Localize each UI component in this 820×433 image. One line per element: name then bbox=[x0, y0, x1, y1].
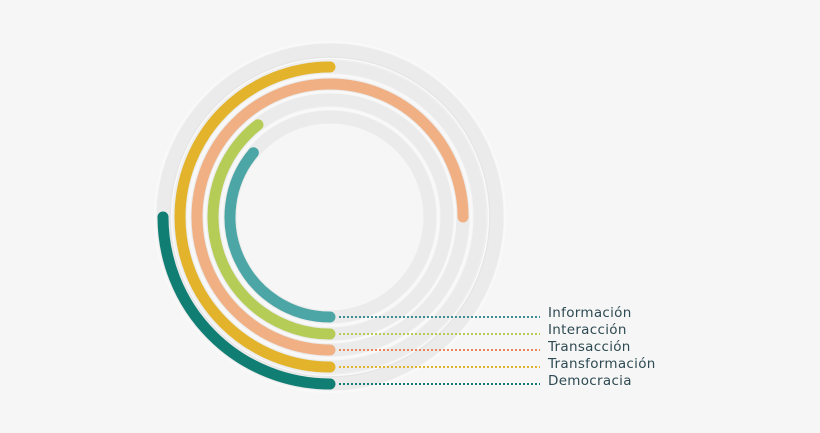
ring-separator bbox=[153, 40, 507, 394]
ring-separator bbox=[203, 90, 457, 344]
legend-label-interaccion: Interacción bbox=[548, 322, 627, 338]
arc-4 bbox=[157, 211, 336, 390]
ring-separator bbox=[187, 74, 473, 360]
ring-separator bbox=[220, 107, 440, 327]
legend-label-informacion: Información bbox=[548, 305, 632, 321]
legend-label-transformacion: Transformación bbox=[548, 356, 656, 372]
arc-2 bbox=[191, 78, 469, 356]
legend-label-transaccion: Transacción bbox=[548, 339, 631, 355]
arc-0 bbox=[224, 147, 336, 323]
legend-label-democracia: Democracia bbox=[548, 373, 632, 389]
ring-separator bbox=[170, 57, 490, 377]
arc-3 bbox=[174, 61, 336, 373]
arc-1 bbox=[207, 119, 336, 340]
